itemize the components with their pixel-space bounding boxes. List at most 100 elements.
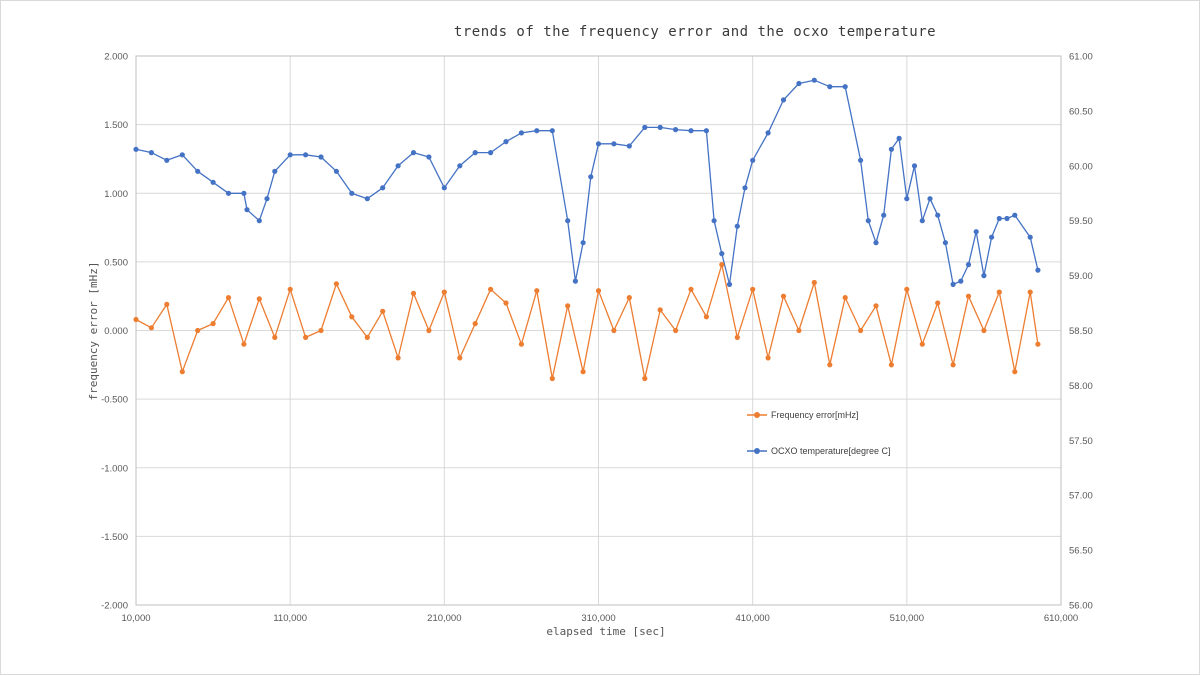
frequency-error-point [518, 341, 525, 347]
legend-item-ocxo-temperature: OCXO temperature[degree C] [747, 446, 891, 456]
y-tick-label: -1.500 [101, 532, 128, 543]
ocxo-temperature-point [865, 218, 871, 224]
ocxo-temperature-point [796, 80, 802, 87]
x-axis-title: elapsed time [sec] [546, 625, 665, 638]
y-tick-label: -2.000 [101, 601, 128, 612]
y2-tick-label: 56.00 [1069, 601, 1093, 612]
ocxo-temperature-point [673, 127, 679, 133]
ocxo-temperature-point [364, 196, 370, 202]
frequency-error-point [642, 375, 648, 382]
frequency-error-point [950, 362, 956, 368]
x-tick-label: 110,000 [273, 613, 307, 624]
ocxo-temperature-point [626, 143, 632, 149]
y2-axis-ticks: 61.00 60.50 60.00 59.50 59.00 58.50 58.00 57.50… [1069, 52, 1093, 612]
frequency-error-point [380, 308, 386, 314]
x-tick-label: 410,000 [735, 613, 769, 624]
frequency-error-point [256, 296, 262, 302]
frequency-error-point [873, 303, 879, 309]
legend-label-ocxo-temperature: OCXO temperature[degree C] [771, 446, 891, 456]
ocxo-temperature-point [996, 215, 1002, 222]
frequency-error-point [179, 369, 185, 375]
ocxo-temperature-point [1027, 234, 1033, 240]
ocxo-temperature-point [958, 278, 964, 284]
ocxo-temperature-point [965, 262, 972, 268]
y-tick-label: -1.000 [101, 463, 128, 474]
frequency-error-point [842, 295, 848, 301]
frequency-error-point [395, 355, 401, 361]
frequency-error-point [673, 327, 679, 334]
ocxo-temperature-point [935, 212, 941, 218]
frequency-error-point [472, 321, 478, 327]
y-tick-label: 1.500 [104, 120, 128, 131]
x-tick-label: 310,000 [581, 613, 615, 624]
frequency-error-point [858, 327, 864, 334]
frequency-error-point [827, 362, 833, 368]
y2-tick-label: 56.50 [1069, 546, 1093, 557]
x-tick-label: 10,000 [121, 613, 150, 624]
ocxo-temperature-point [911, 163, 918, 169]
chart-title: trends of the frequency error and the oc… [454, 24, 936, 40]
y-tick-label: 0.000 [104, 326, 128, 337]
ocxo-temperature-point [457, 163, 463, 169]
y-tick-label: 1.000 [104, 189, 128, 200]
frequency-error-point [734, 334, 740, 340]
y2-tick-label: 57.00 [1069, 491, 1093, 502]
frequency-error-point [333, 281, 339, 287]
ocxo-temperature-point [549, 128, 555, 134]
ocxo-temperature-point [488, 150, 494, 156]
ocxo-temperature-point [164, 157, 170, 163]
frequency-error-point [565, 303, 571, 309]
ocxo-temperature-line [135, 79, 1039, 286]
legend-swatch-marker [754, 448, 760, 454]
ocxo-temperature-point [711, 218, 717, 224]
ocxo-temperature-point [904, 196, 910, 202]
x-tick-label: 210,000 [427, 613, 461, 624]
frequency-error-point [287, 286, 293, 292]
ocxo-temperature-point [210, 179, 216, 185]
ocxo-temperature-point [726, 281, 733, 287]
ocxo-temperature-point [518, 130, 525, 136]
ocxo-temperature-point [811, 77, 817, 83]
frequency-error-point [349, 314, 355, 320]
ocxo-temperature-point [858, 157, 864, 163]
ocxo-temperature-point [410, 150, 417, 156]
ocxo-temperature-point [1012, 212, 1018, 218]
ocxo-temperature-point [318, 154, 324, 160]
ocxo-temperature-point [534, 128, 540, 134]
ocxo-temperature-point [750, 157, 756, 163]
ocxo-temperature-point [873, 240, 879, 246]
frequency-error-point [935, 300, 941, 306]
y-tick-label: 2.000 [104, 52, 128, 63]
frequency-error-point [503, 300, 509, 306]
frequency-error-point [303, 334, 309, 340]
frequency-error-point [1035, 341, 1041, 347]
frequency-error-point [318, 327, 324, 334]
frequency-error-point [657, 307, 663, 313]
y-tick-label: 0.500 [104, 257, 128, 268]
ocxo-temperature-point [244, 207, 250, 213]
frequency-error-point [457, 355, 463, 361]
ocxo-temperature-point [195, 168, 201, 174]
x-axis-ticks: 10,000 110,000 210,000 310,000 410,000 510,00… [121, 613, 1078, 624]
frequency-error-point [1027, 289, 1033, 295]
ocxo-temperature-point [973, 229, 979, 235]
legend: Frequency error[mHz] OCXO temperature[de… [747, 410, 891, 456]
frequency-error-point [441, 289, 447, 295]
frequency-error-point [364, 334, 370, 340]
ocxo-temperature-point [264, 196, 270, 202]
legend-swatch-marker [754, 412, 760, 418]
grid-lines [135, 55, 1062, 606]
ocxo-temperature-point [896, 135, 902, 141]
ocxo-temperature-point [133, 146, 139, 152]
x-tick-label: 510,000 [890, 613, 924, 624]
ocxo-temperature-point [719, 251, 725, 257]
y2-tick-label: 60.50 [1069, 106, 1093, 117]
ocxo-temperature-point [472, 150, 478, 156]
frequency-error-line [135, 263, 1039, 380]
ocxo-temperature-point [287, 152, 293, 158]
y-axis-ticks: 2.000 1.500 1.000 0.500 0.000 -0.500 -1.000 -1.… [101, 52, 128, 612]
ocxo-temperature-point [148, 150, 154, 156]
ocxo-temperature-point [688, 128, 694, 134]
ocxo-temperature-point [272, 168, 278, 174]
